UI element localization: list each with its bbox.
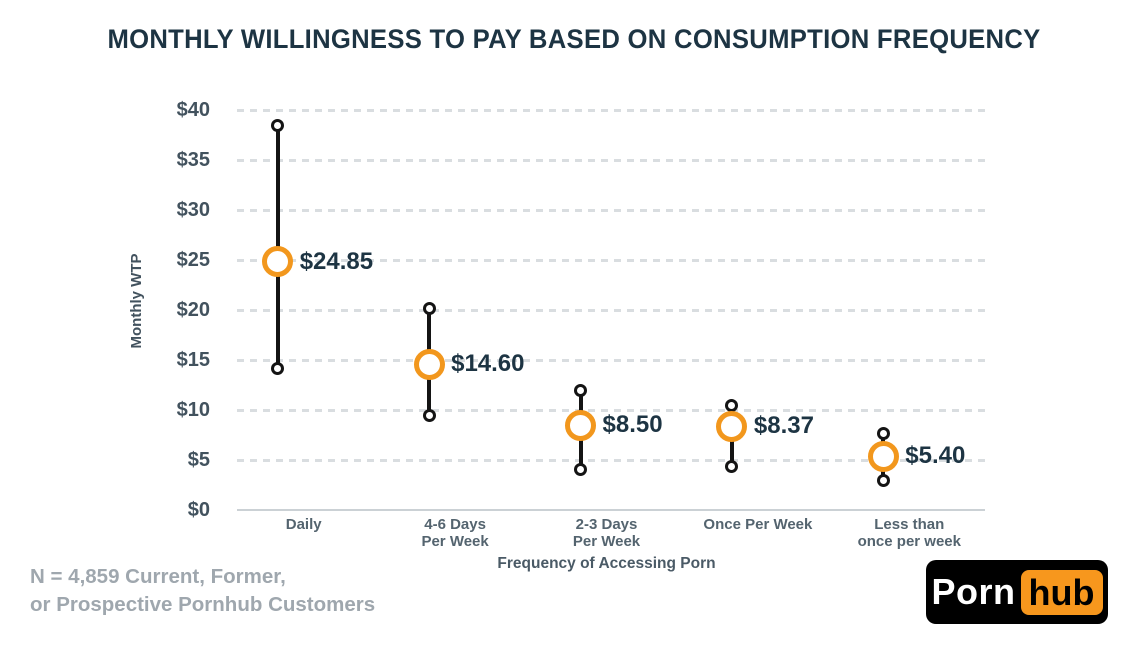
gridline [237, 358, 985, 362]
category-label: 4-6 Days Per Week [421, 516, 489, 550]
wtp-marker [867, 440, 899, 472]
gridline [237, 458, 985, 462]
x-axis-title: Frequency of Accessing Porn [497, 555, 716, 572]
y-tick-label: $15 [176, 349, 210, 371]
range-cap-top [422, 301, 436, 315]
y-tick-label: $25 [176, 249, 210, 271]
gridline [237, 158, 985, 162]
range-cap-top [574, 383, 587, 397]
range-cap-bottom [271, 361, 285, 375]
category-label: 2-3 Days Per Week [572, 516, 641, 550]
wtp-marker [565, 409, 596, 441]
range-cap-bottom [876, 473, 890, 487]
range-cap-bottom [422, 408, 436, 422]
gridline [237, 408, 985, 412]
gridline [237, 258, 985, 262]
wtp-marker [716, 410, 748, 442]
range-cap-bottom [574, 462, 587, 476]
y-tick-label: $35 [176, 149, 210, 171]
logo-text-porn: Porn [931, 571, 1016, 612]
x-axis-baseline [237, 509, 985, 511]
gridline [237, 308, 985, 312]
value-label: $24.85 [299, 247, 374, 275]
y-tick-label: $0 [187, 499, 210, 521]
y-tick-label: $40 [176, 99, 210, 121]
y-tick-label: $30 [176, 199, 210, 221]
sample-size-line2: or Prospective Pornhub Customers [30, 593, 376, 616]
wtp-marker [262, 246, 294, 277]
range-cap-bottom [725, 459, 739, 473]
range-cap-top [876, 426, 890, 440]
value-label: $8.37 [753, 412, 814, 440]
category-label: Daily [285, 516, 322, 533]
y-tick-label: $20 [176, 299, 210, 321]
wtp-marker [413, 348, 445, 380]
pornhub-logo: Porn hub [926, 560, 1108, 624]
gridline [237, 108, 985, 112]
category-label: Once Per Week [703, 516, 813, 533]
sample-size-line1: N = 4,859 Current, Former, [30, 565, 286, 588]
gridline [237, 208, 985, 212]
y-tick-label: $5 [187, 449, 210, 471]
value-label: $5.40 [905, 442, 966, 469]
logo-text-hub: hub [1020, 569, 1103, 615]
value-label: $14.60 [451, 350, 525, 377]
range-cap-top [725, 398, 739, 412]
sample-size-note: N = 4,859 Current, Former, or Prospectiv… [30, 563, 375, 619]
category-label: Less than once per week [857, 516, 961, 550]
chart-title: MONTHLY WILLINGNESS TO PAY BASED ON CONS… [107, 24, 1041, 54]
value-label: $8.50 [602, 411, 663, 438]
y-tick-label: $10 [176, 399, 210, 421]
range-cap-top [271, 118, 285, 132]
